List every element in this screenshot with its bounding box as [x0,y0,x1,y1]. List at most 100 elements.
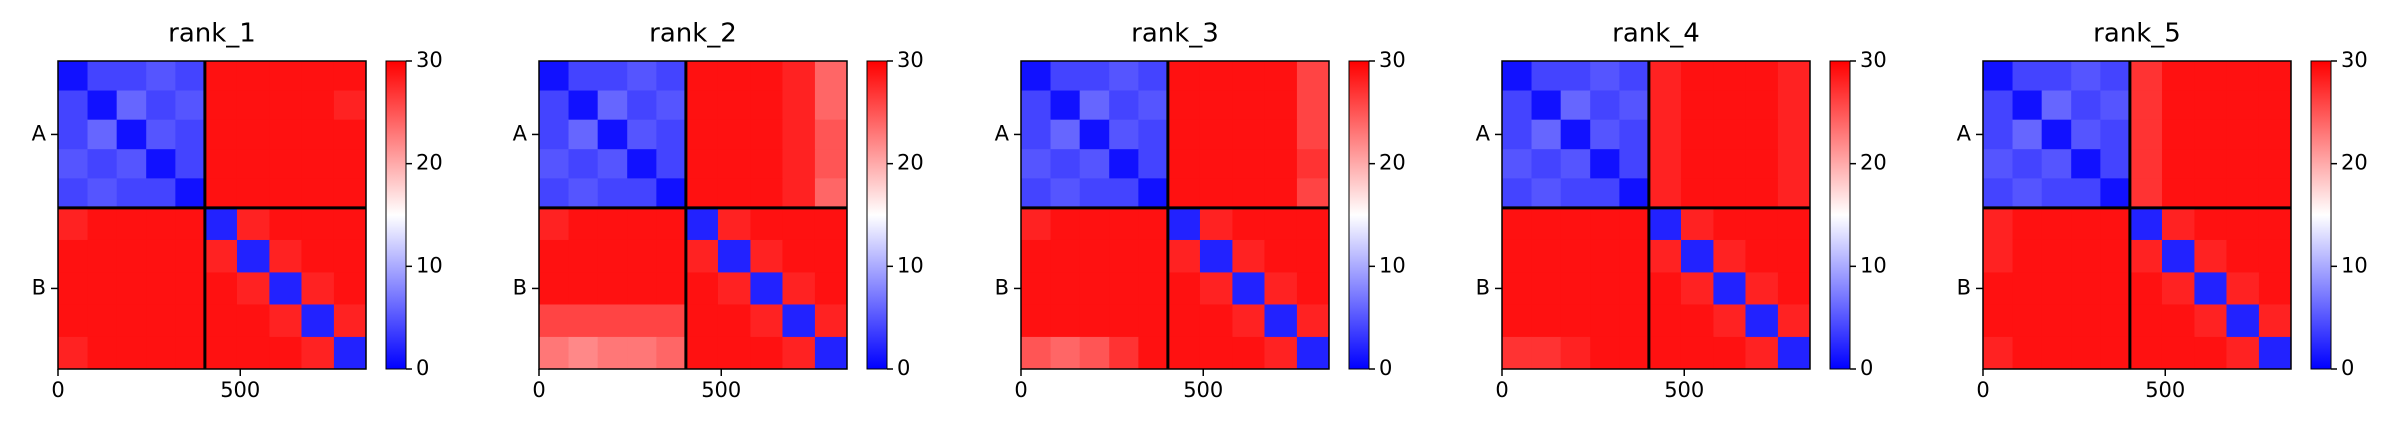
heatmap-cell [717,304,751,338]
heatmap-cell [1232,61,1265,92]
heatmap-cell [1296,61,1330,92]
heatmap-cell [1619,272,1650,305]
heatmap-cell [2194,90,2227,121]
heatmap-cell [627,61,657,92]
heatmap-cell [2161,239,2195,273]
x-tick-label: 0 [1495,378,1508,402]
heatmap-cell [1167,90,1201,121]
heatmap-cell [146,207,176,241]
heatmap-cell [269,149,302,179]
heatmap-cell [116,272,147,305]
heatmap-cell [333,304,367,338]
heatmap-cell [1021,304,1052,338]
heatmap-cell [116,61,147,92]
heatmap-cell [58,119,89,150]
heatmap-cell [269,239,302,273]
heatmap-cell [539,119,570,150]
heatmap-cell [87,149,118,179]
heatmap-cell [1680,207,1714,241]
heatmap-cell [116,119,147,150]
heatmap-cell [2100,90,2131,121]
heatmap-cell [782,304,816,338]
heatmap-cell [301,272,335,305]
heatmap-cell [269,272,302,305]
heatmap-cell [2041,178,2072,209]
heatmap-cell [1619,149,1650,179]
heatmap-cell [236,61,270,92]
colorbar-tick-label: 0 [416,356,429,380]
heatmap-cell [175,149,206,179]
heatmap-cell [597,304,628,338]
heatmap-cell [2100,61,2131,92]
heatmap-cell [2258,272,2292,305]
colorbar-tick-label: 30 [1379,48,1406,72]
heatmap-cell [2129,207,2163,241]
heatmap-cell [1680,90,1714,121]
heatmap-cell [2041,61,2072,92]
heatmap-cell [1983,272,2014,305]
heatmap-cell [2161,336,2195,370]
heatmap-cell [1590,149,1620,179]
colorbar [2310,60,2332,370]
heatmap-cell [1296,149,1330,179]
heatmap-cell [2258,119,2292,150]
colorbar-tick-label: 0 [2341,356,2354,380]
heatmap-cell [1050,336,1081,370]
heatmap-cell [782,149,816,179]
heatmap-cell [269,61,302,92]
heatmap-cell [1050,61,1081,92]
heatmap-cell [204,336,238,370]
heatmap-cell [2071,90,2101,121]
heatmap-cell [333,90,367,121]
heatmap-cell [1745,304,1779,338]
heatmap-cell [58,239,89,273]
heatmap-cell [1983,304,2014,338]
heatmap-cell [2100,304,2131,338]
heatmap-cell [685,207,719,241]
colorbar-tick-label: 20 [897,151,924,175]
heatmap-cell [656,61,687,92]
heatmap-cell [2129,119,2163,150]
heatmap-cell [1983,239,2014,273]
heatmap-cell [2161,272,2195,305]
heatmap-cell [87,119,118,150]
heatmap-cell [1648,119,1682,150]
heatmap-cell [1560,239,1591,273]
heatmap-cell [333,336,367,370]
heatmap-cell [2226,149,2260,179]
heatmap-cell [1079,178,1110,209]
heatmap-cell [1713,336,1746,370]
heatmap-cell [1777,149,1811,179]
heatmap-cell [656,207,687,241]
heatmap-cell [1502,272,1533,305]
heatmap-cell [236,178,270,209]
x-tick-label: 0 [1976,378,1989,402]
heatmap-cell [1199,336,1233,370]
heatmap-cell [204,119,238,150]
heatmap-cell [1745,119,1779,150]
heatmap-cell [269,90,302,121]
heatmap-cell [2100,272,2131,305]
heatmap-cell [1199,304,1233,338]
heatmap-cell [1713,90,1746,121]
heatmap-cell [814,304,848,338]
heatmap-cell [717,149,751,179]
heatmap-cell [1138,90,1169,121]
heatmap-cell [146,304,176,338]
heatmap-cell [627,90,657,121]
heatmap-cell [2194,61,2227,92]
heatmap-cell [2129,336,2163,370]
heatmap-cell [568,304,599,338]
heatmap-cell [1264,61,1298,92]
heatmap-cell [717,119,751,150]
heatmap-cell [539,239,570,273]
heatmap-cell [717,90,751,121]
heatmap-cell [146,272,176,305]
colorbar-tick-label: 20 [2341,151,2368,175]
heatmap-cell [1109,149,1139,179]
heatmap-cell [750,304,783,338]
heatmap-cell [597,178,628,209]
heatmap-cell [1138,207,1169,241]
heatmap-cell [146,149,176,179]
